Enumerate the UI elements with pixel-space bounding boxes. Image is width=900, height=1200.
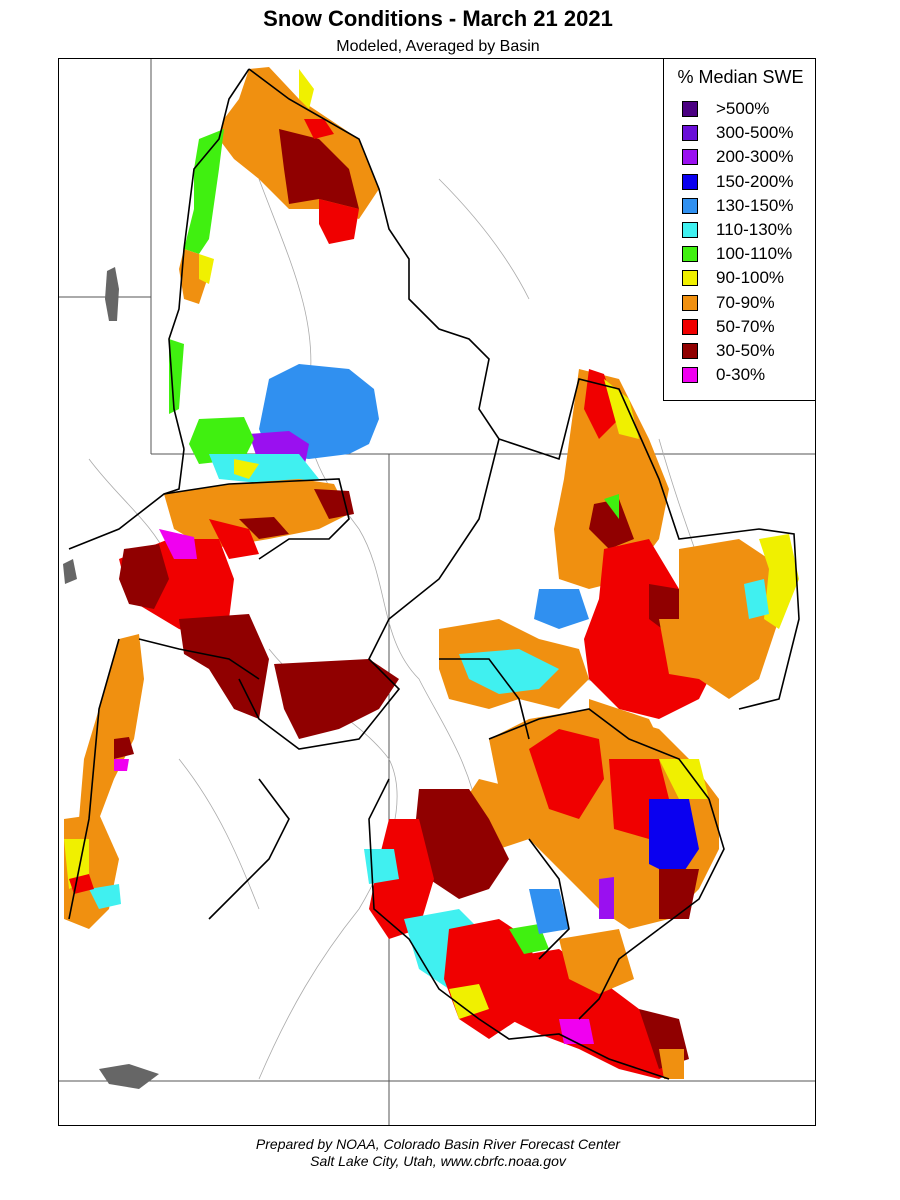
- map-subtitle: Modeled, Averaged by Basin: [336, 38, 540, 55]
- legend-swatch: [682, 101, 698, 118]
- legend-swatch: [682, 197, 698, 214]
- legend-label: 0-30%: [716, 365, 766, 385]
- map-title: Snow Conditions - March 21 2021: [263, 6, 613, 31]
- legend-swatch: [682, 173, 698, 190]
- legend-label: 70-90%: [716, 292, 775, 312]
- snow-region-south: [364, 709, 719, 1079]
- legend-label: 150-200%: [716, 171, 794, 191]
- legend-item: >500%: [682, 97, 794, 121]
- legend-label: 130-150%: [716, 195, 794, 215]
- legend-item: 50-70%: [682, 315, 794, 339]
- legend-label: 50-70%: [716, 316, 775, 336]
- legend-label: 90-100%: [716, 268, 785, 288]
- snow-region-western-utah: [64, 634, 144, 929]
- legend-item: 300-500%: [682, 121, 794, 145]
- legend-label: 300-500%: [716, 123, 794, 143]
- legend-item: 110-130%: [682, 218, 794, 242]
- legend-label: 110-130%: [716, 220, 793, 240]
- legend-label: 200-300%: [716, 147, 794, 167]
- legend-item: 70-90%: [682, 291, 794, 315]
- legend-swatch: [682, 318, 698, 335]
- footer-line-1: Prepared by NOAA, Colorado Basin River F…: [255, 1136, 621, 1152]
- legend-item: 130-150%: [682, 194, 794, 218]
- legend-box: % Median SWE >500% 300-500% 200-300% 150-20…: [663, 58, 816, 401]
- snow-region-north: [169, 67, 379, 414]
- legend-label: 30-50%: [716, 340, 775, 360]
- legend-swatch: [682, 149, 698, 166]
- legend-list: >500% 300-500% 200-300% 150-200% 130-150% 110…: [682, 97, 794, 387]
- legend-swatch: [682, 125, 698, 142]
- legend-label: >500%: [716, 99, 770, 119]
- legend-item: 100-110%: [682, 242, 794, 266]
- snow-region-upper-green: [189, 364, 379, 484]
- legend-swatch: [682, 270, 698, 287]
- legend-swatch: [682, 342, 698, 359]
- footer-line-2: Salt Lake City, Utah, www.cbrfc.noaa.gov: [310, 1153, 566, 1169]
- legend-item: 200-300%: [682, 145, 794, 169]
- legend-title: % Median SWE: [677, 67, 804, 87]
- basin-boundaries: [68, 68, 800, 1080]
- legend-label: 100-110%: [716, 244, 793, 264]
- legend-swatch: [682, 294, 698, 311]
- legend-swatch: [682, 367, 698, 384]
- basin-map-graphic: [59, 59, 815, 1125]
- legend-item: 90-100%: [682, 266, 794, 290]
- snow-region-uintas: [119, 479, 399, 739]
- legend-item: 150-200%: [682, 170, 794, 194]
- legend-swatch: [682, 222, 698, 239]
- footer: Prepared by NOAA, Colorado Basin River F…: [0, 1136, 876, 1170]
- legend-item: 0-30%: [682, 363, 794, 387]
- legend-item: 30-50%: [682, 339, 794, 363]
- legend-swatch: [682, 246, 698, 263]
